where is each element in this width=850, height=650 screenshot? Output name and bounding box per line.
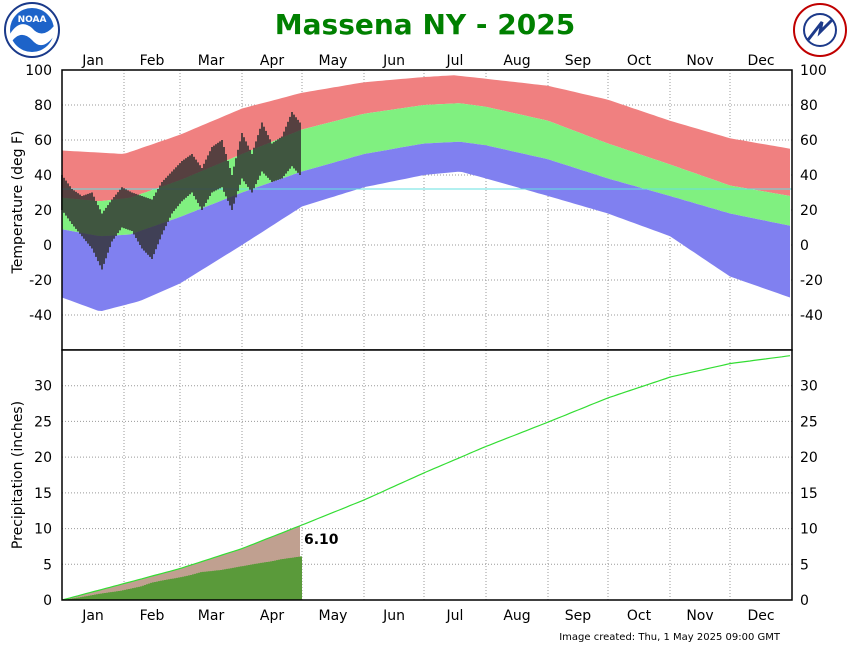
precip-normal-line [61,355,791,601]
temperature-ytick-label: -20 [29,273,52,289]
precipitation-ytick-label: 5 [800,557,809,573]
month-label: Apr [260,608,284,624]
temperature-ytick-label: 20 [800,203,818,219]
precipitation-panel: 30 25 20 15 10 5 0 30 25 20 15 10 5 0 Precipitation … [10,349,818,609]
month-label: Aug [503,53,530,69]
month-label: Jun [382,53,405,69]
temperature-ytick-label: -20 [800,273,823,289]
precipitation-ytick-label: 0 [800,593,809,609]
temperature-ytick-label: -40 [800,308,823,324]
temperature-ytick-label: 40 [800,168,818,184]
temperature-panel: 100 80 60 40 20 0 -20 -40 100 80 60 40 20 0 -20 -40 Te… [10,63,827,351]
month-label: Feb [140,53,165,69]
precipitation-ytick-label: 30 [800,379,818,395]
temperature-yticks-left: 100 80 60 40 20 0 -20 -40 [25,63,52,324]
temperature-ytick-label: 0 [43,238,52,254]
month-label: Dec [747,53,774,69]
month-label: Jul [446,608,464,624]
precipitation-ytick-label: 20 [800,450,818,466]
temperature-ytick-label: 100 [25,63,52,79]
precipitation-ytick-label: 20 [34,450,52,466]
precipitation-ytick-label: 15 [800,486,818,502]
precipitation-ytick-label: 30 [34,379,52,395]
month-label: Oct [627,608,652,624]
month-label: May [319,53,348,69]
temperature-ytick-label: 60 [34,133,52,149]
month-label: Sep [565,608,592,624]
nws-logo [793,3,847,57]
chart-title: Massena NY - 2025 [275,8,575,41]
temperature-ytick-label: 40 [34,168,52,184]
month-label: Nov [686,53,713,69]
month-label: Jan [81,53,104,69]
noaa-logo: NOAA [4,2,60,58]
noaa-logo-text: NOAA [18,15,47,25]
precipitation-ytick-label: 0 [43,593,52,609]
month-labels-top: Jan Feb Mar Apr May Jun Jul Aug Sep Oct Nov Dec [81,53,774,69]
precipitation-ytick-label: 10 [34,522,52,538]
month-label: Dec [747,608,774,624]
precipitation-ytick-label: 25 [34,414,52,430]
month-label: Nov [686,608,713,624]
temperature-yticks-right: 100 80 60 40 20 0 -20 -40 [800,63,827,324]
temperature-ytick-label: 80 [800,98,818,114]
month-label: Apr [260,53,284,69]
month-label: May [319,608,348,624]
precipitation-ytick-label: 25 [800,414,818,430]
month-label: Oct [627,53,652,69]
month-label: Jan [81,608,104,624]
precip-observed-fill [62,556,302,600]
temperature-ylabel: Temperature (deg F) [10,131,26,275]
temperature-ytick-label: 60 [800,133,818,149]
precipitation-ylabel: Precipitation (inches) [10,401,26,549]
observed-temperature-bars [61,112,301,270]
temperature-ytick-label: 80 [34,98,52,114]
month-label: Aug [503,608,530,624]
temperature-ytick-label: 0 [800,238,809,254]
precip-total-label: 6.10 [304,532,339,548]
record-high-band [62,75,790,202]
precipitation-ytick-label: 10 [800,522,818,538]
month-label: Mar [198,608,225,624]
precipitation-yticks-left: 30 25 20 15 10 5 0 [34,379,52,609]
temperature-ytick-label: -40 [29,308,52,324]
month-label: Jul [446,53,464,69]
temperature-ytick-label: 20 [34,203,52,219]
month-label: Sep [565,53,592,69]
image-created-footer: Image created: Thu, 1 May 2025 09:00 GMT [559,632,781,643]
precipitation-yticks-right: 30 25 20 15 10 5 0 [800,379,818,609]
month-label: Jun [382,608,405,624]
month-label: Mar [198,53,225,69]
precipitation-ytick-label: 5 [43,557,52,573]
month-labels-bottom: Jan Feb Mar Apr May Jun Jul Aug Sep Oct Nov Dec [81,608,774,624]
precipitation-ytick-label: 15 [34,486,52,502]
temperature-ytick-label: 100 [800,63,827,79]
record-low-band [62,141,790,311]
month-label: Feb [140,608,165,624]
